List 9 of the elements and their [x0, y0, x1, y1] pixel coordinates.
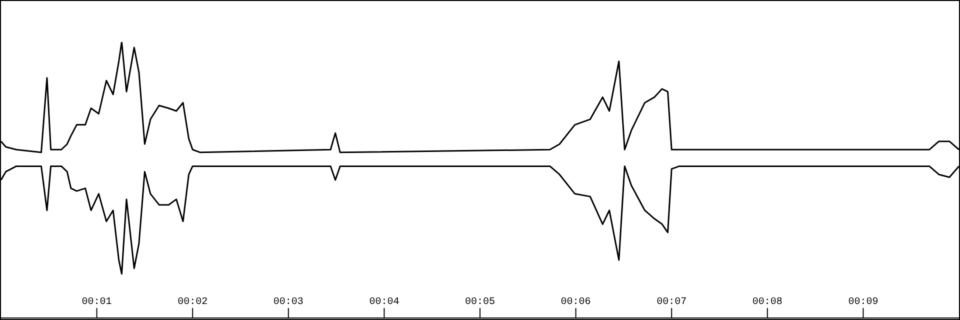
x-tick-label: 00:06 [560, 297, 591, 308]
x-tick-label: 00:07 [656, 297, 687, 308]
x-tick-label: 00:09 [848, 297, 878, 308]
x-tick-label: 00:01 [82, 297, 112, 308]
x-tick-label: 00:03 [273, 297, 304, 308]
x-tick-label: 00:02 [178, 297, 208, 308]
x-tick-label: 00:08 [752, 297, 782, 308]
x-tick-label: 00:04 [369, 297, 400, 308]
x-tick-label: 00:05 [464, 297, 496, 308]
